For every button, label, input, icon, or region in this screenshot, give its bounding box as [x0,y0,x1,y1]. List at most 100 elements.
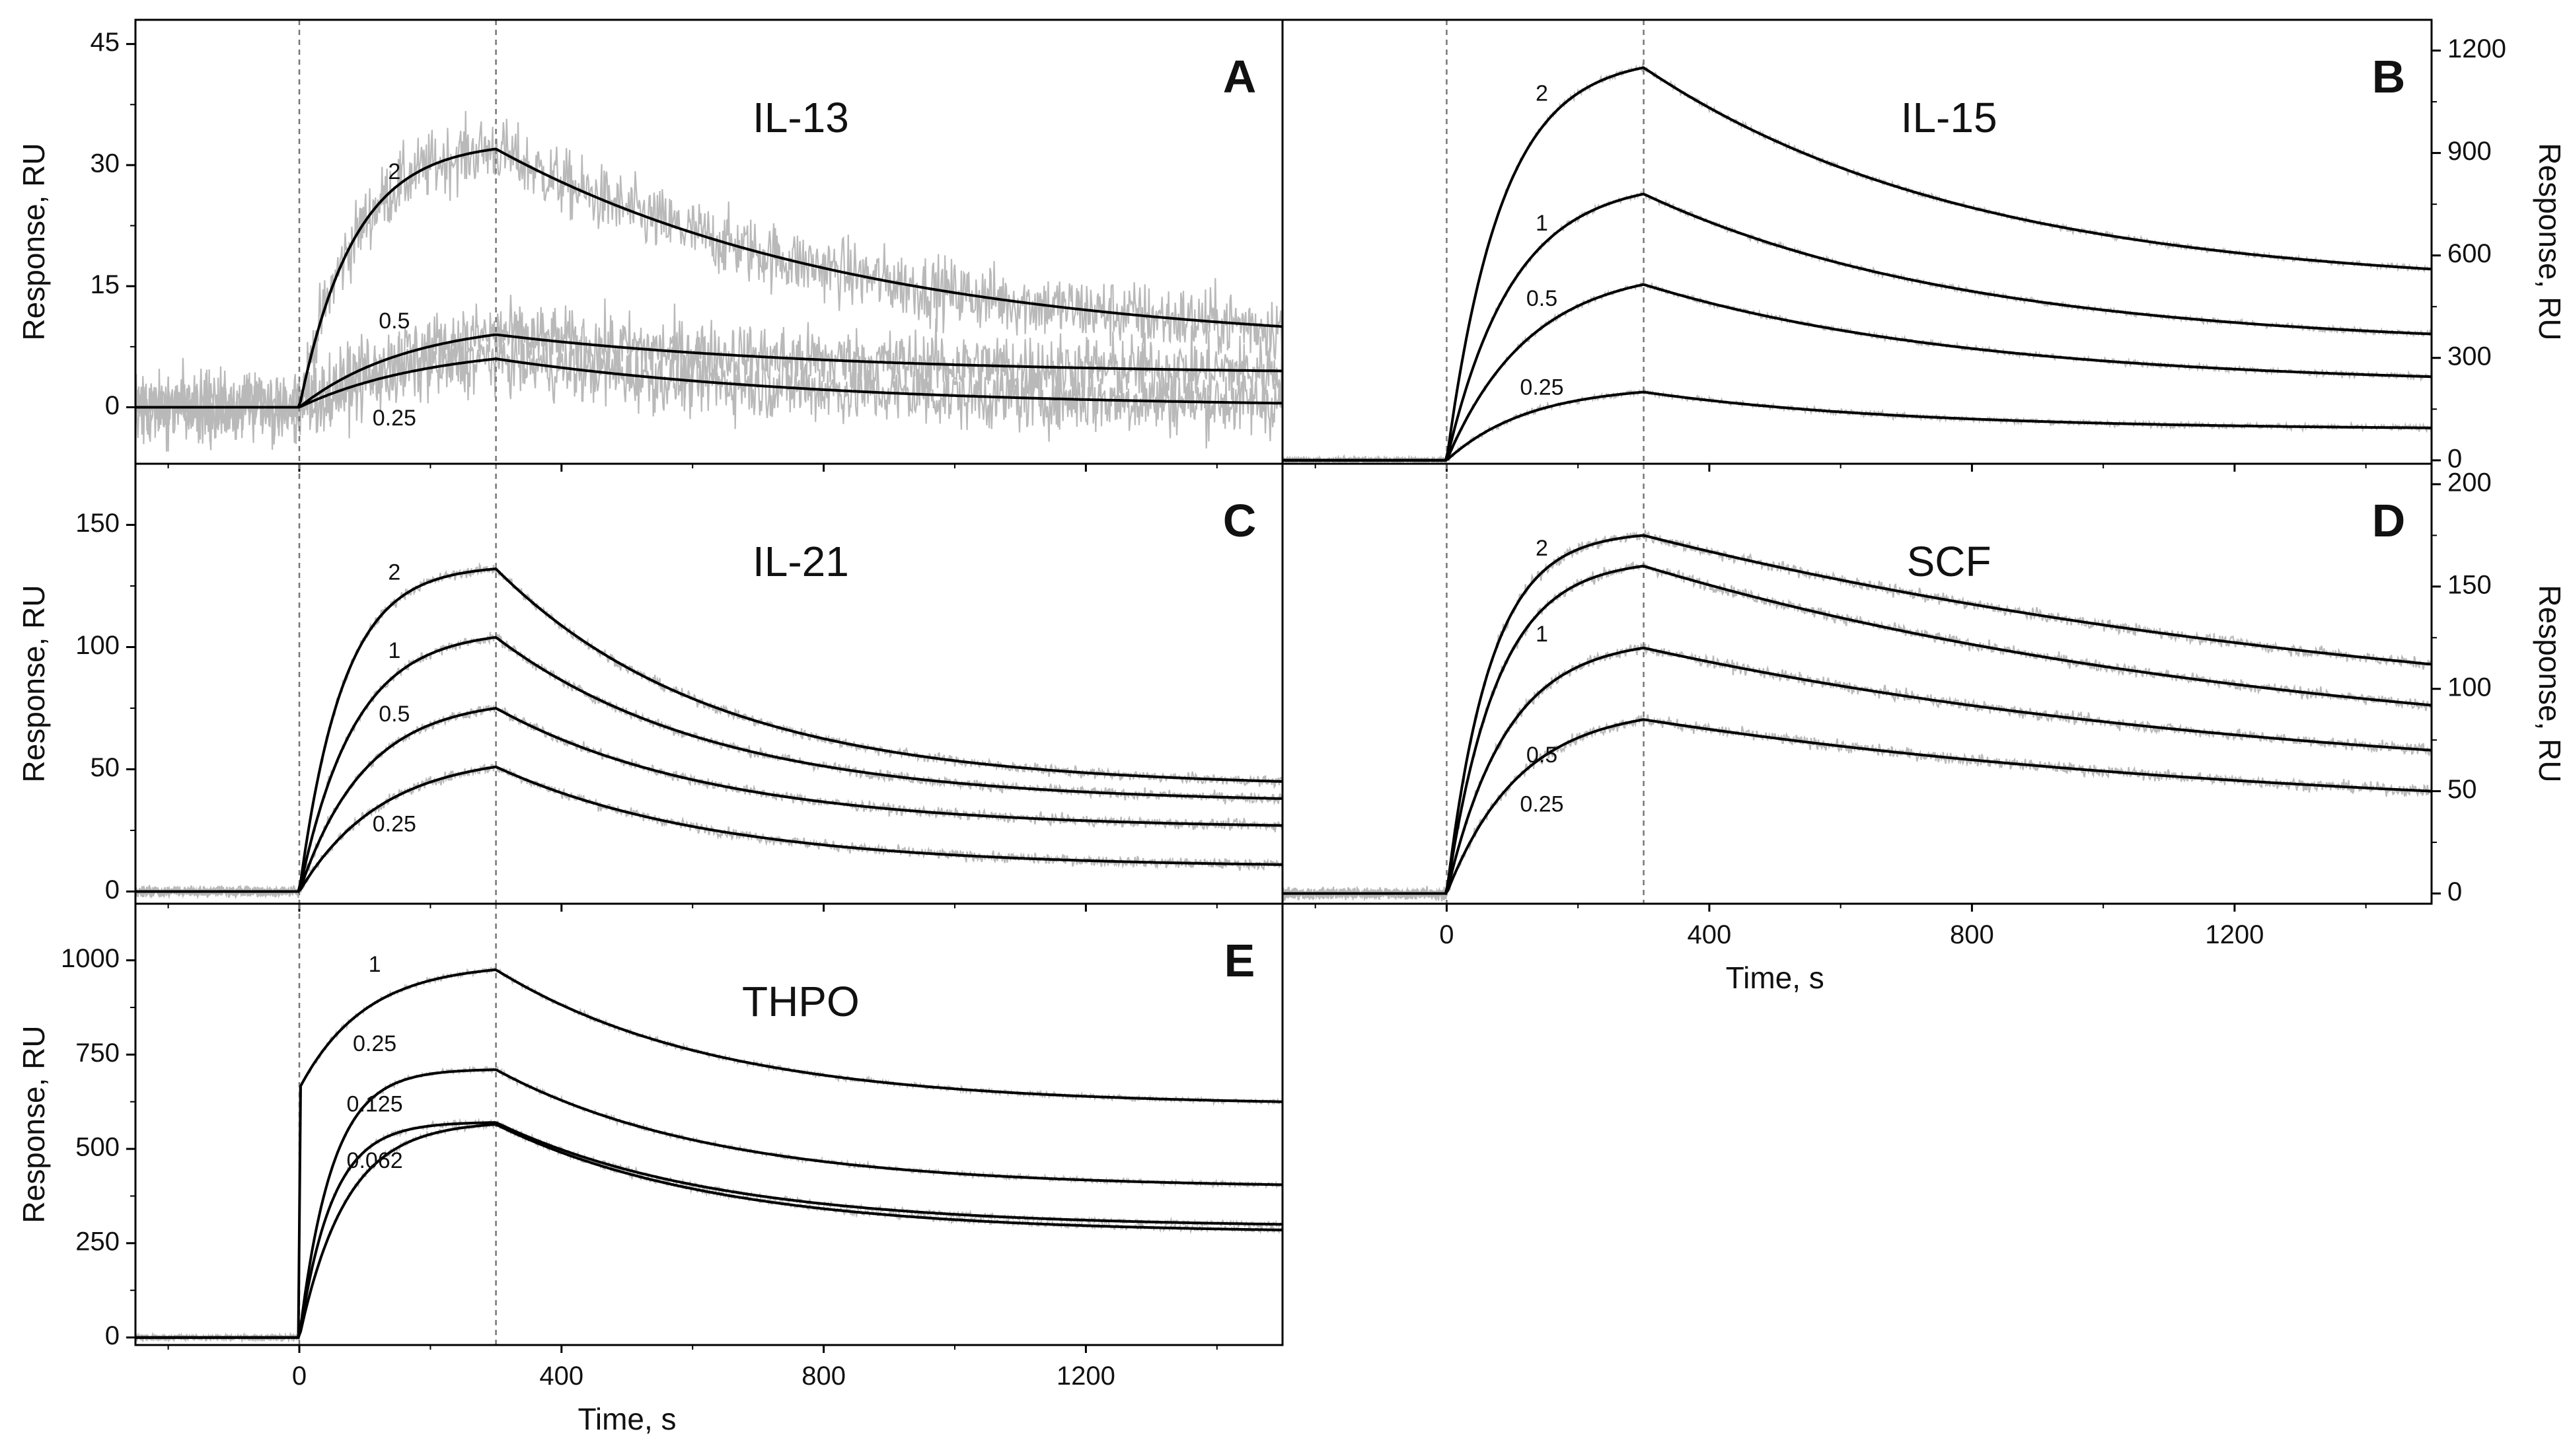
panel-c-fit-curve-0 [135,567,1283,893]
panel-e-fit-curve-0 [135,968,1283,1339]
panel-a-concentration-label-0: 2 [388,159,400,184]
panel-b-ytick-label-3: 900 [2447,137,2492,166]
panel-e-frame [134,902,1284,1346]
panel-d-xtick-label-0: 0 [1439,920,1454,949]
panel-e-xtick-label-2: 800 [801,1362,846,1391]
panel-e-x-axis-title: Time, s [577,1402,676,1436]
panel-b-ytick-label-4: 1200 [2447,34,2506,63]
panel-e-title: THPO [742,978,860,1025]
panel-d-concentration-label-1: 1 [1536,622,1548,647]
panel-c: 2 1 0.5 0.25 0 50 100 150 Response, RU IL-21 C [17,462,1284,912]
panel-c-concentration-label-2: 0.5 [379,702,410,727]
panel-e-concentration-label-1: 0.25 [353,1031,396,1056]
panel-d-fit-curve-0 [1283,534,2432,895]
panel-d-frame [1281,462,2433,905]
panel-a-raw-trace-2 [135,311,1283,449]
panel-c-fit-curve-2 [135,707,1283,893]
panel-d-ytick-label-4: 200 [2447,468,2492,497]
panel-e-concentration-label-0: 1 [369,952,381,977]
panel-a-plot-area [135,20,1283,464]
panel-a-raw-trace-0 [135,110,1283,452]
panel-d-title: SCF [1907,538,1992,585]
panel-d-xtick-label-1: 400 [1688,920,1732,949]
panel-e-plot-area [135,904,1283,1345]
panel-c-title: IL-21 [753,538,849,585]
panel-a-fit-curve-1 [135,333,1283,409]
panel-e-concentration-label-2: 0.125 [347,1091,403,1116]
panel-d-xtick-label-3: 1200 [2205,920,2264,949]
panel-c-concentration-label-1: 1 [388,638,400,663]
panel-b-concentration-label-3: 0.25 [1520,375,1563,400]
panel-c-concentration-label-0: 2 [388,560,400,585]
panel-a-fit-curve-0 [135,147,1283,409]
panel-e-ytick-label-2: 500 [75,1133,120,1162]
panel-b-ytick-label-1: 300 [2447,342,2492,371]
panel-d-ytick-label-0: 0 [2447,877,2462,906]
panel-d-concentration-label-2: 0.5 [1526,743,1557,768]
panel-e-letter: E [1224,935,1255,986]
panel-d-plot-area [1283,464,2432,904]
panel-b-fit-curve-3 [1283,390,2432,462]
panel-d-concentration-label-0: 2 [1536,536,1548,561]
panel-b-plot-area [1283,20,2432,464]
panel-a-ytick-label-1: 15 [91,270,120,299]
panel-d-ytick-label-2: 100 [2447,673,2492,702]
panel-c-ytick-label-1: 50 [91,753,120,782]
panel-b-fit-curve-1 [1283,192,2432,462]
panel-d-ytick-label-1: 50 [2447,775,2477,804]
panel-c-letter: C [1223,495,1257,546]
panel-d-concentration-label-3: 0.25 [1520,791,1563,817]
panel-e-xtick-label-1: 400 [539,1362,583,1391]
panel-a-title: IL-13 [753,94,849,141]
panel-d-fit-curve-3 [1283,718,2432,895]
panel-d-fit-curve-1 [1283,564,2432,895]
panel-c-fit-curve-1 [135,636,1283,893]
panel-d-fit-curve-2 [1283,646,2432,895]
panel-c-y-axis-title: Response, RU [17,585,51,782]
panel-e-concentration-label-3: 0.062 [347,1148,403,1173]
panel-e-xtick-label-3: 1200 [1057,1362,1115,1391]
panel-c-fit-curve-3 [135,765,1283,893]
panel-b-fit-curve-0 [1283,66,2432,462]
panel-d-xtick-label-2: 800 [1950,920,1994,949]
panel-b-concentration-label-0: 2 [1536,81,1548,106]
panel-c-plot-area [135,464,1283,904]
panel-b-ytick-label-2: 600 [2447,239,2492,268]
panel-b-concentration-label-2: 0.5 [1526,286,1557,311]
panel-d: 2 1 0.5 0.25 0 50 100 150 200 Response, RU 0 400 800… [1281,462,2567,995]
panel-d-letter: D [2372,495,2406,546]
panel-b: 2 1 0.5 0.25 0 300 600 900 1200 Response, RU IL-15… [1281,18,2567,473]
panel-e-ytick-label-4: 1000 [61,944,120,973]
panel-a-ytick-label-0: 0 [105,391,120,420]
panel-a-letter: A [1223,51,1257,102]
panel-e-fit-curve-1 [135,1068,1283,1339]
panel-a: 2 0.5 0.25 0 15 30 45 Response, RU IL-13 A [17,18,1284,472]
panel-e-ytick-label-3: 750 [75,1038,120,1068]
panel-a-concentration-label-1: 0.5 [379,309,410,334]
panel-e-fit-curve-3 [135,1122,1283,1339]
panel-d-x-axis-title: Time, s [1726,961,1824,995]
panel-a-fit-curve-2 [135,357,1283,409]
panel-d-ytick-label-3: 150 [2447,570,2492,599]
panel-e: 1 0.25 0.125 0.062 0 250 500 750 1000 Response, R… [17,902,1284,1436]
panel-d-raw-trace-3 [1283,714,2432,902]
panel-e-ytick-label-0: 0 [105,1321,120,1350]
panel-b-title: IL-15 [1901,94,1997,141]
panel-c-ytick-label-3: 150 [75,509,120,538]
panel-b-y-axis-title: Response, RU [2533,143,2567,340]
panel-e-y-axis-title: Response, RU [17,1025,51,1223]
panel-c-concentration-label-3: 0.25 [373,812,416,837]
panel-e-ytick-label-1: 250 [75,1227,120,1256]
panel-a-concentration-label-2: 0.25 [373,406,416,431]
panel-a-y-axis-title: Response, RU [17,143,51,340]
panel-b-fit-curve-2 [1283,283,2432,462]
panel-a-ytick-label-3: 45 [91,28,120,57]
panel-c-ytick-label-2: 100 [75,631,120,660]
panel-d-y-axis-title: Response, RU [2533,585,2567,782]
panel-c-ytick-label-0: 0 [105,875,120,904]
panel-e-fit-curve-2 [135,1121,1283,1339]
panel-b-letter: B [2372,51,2406,102]
panel-b-concentration-label-1: 1 [1536,211,1548,236]
panel-e-xtick-label-0: 0 [292,1362,307,1391]
